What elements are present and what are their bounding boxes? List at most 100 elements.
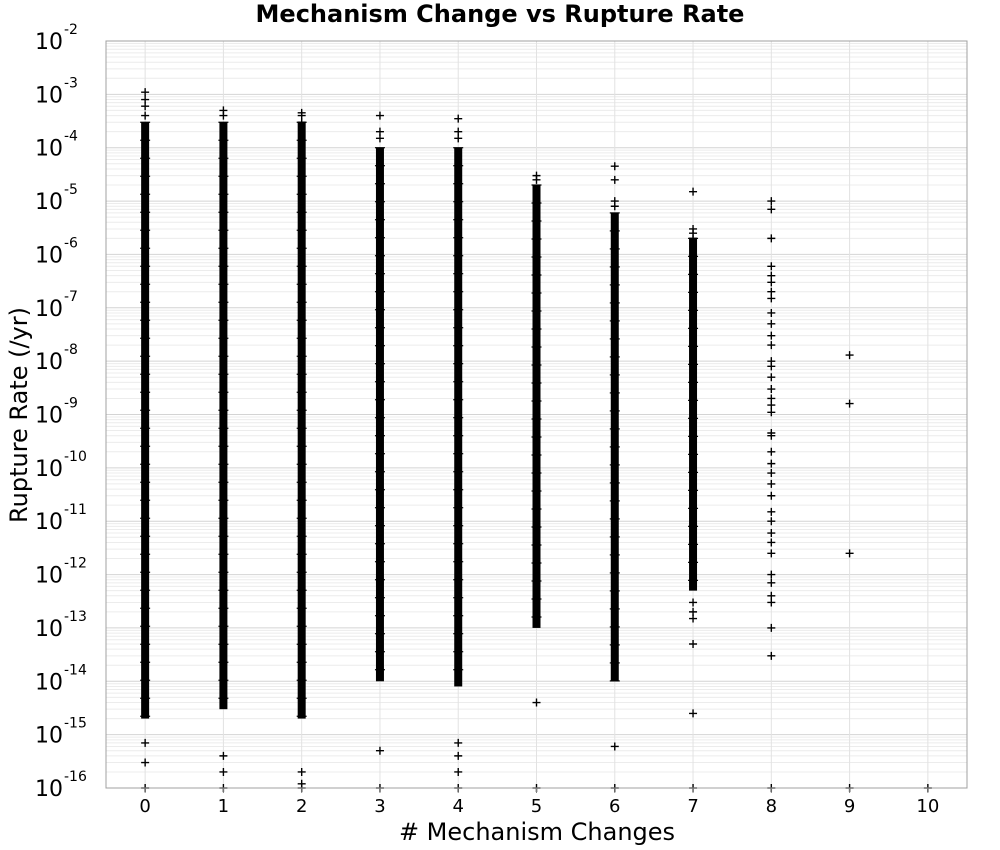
data-point: [767, 319, 776, 328]
data-point: [141, 738, 150, 747]
data-point: [767, 205, 776, 214]
data-point: [767, 234, 776, 243]
data-point: [767, 331, 776, 340]
y-tick-base: 10: [35, 457, 63, 482]
y-tick-label: 10 -4: [35, 129, 78, 162]
y-tick-exponent: -8: [64, 342, 78, 358]
data-point: [141, 88, 150, 97]
y-tick-base: 10: [35, 404, 63, 429]
data-point: [767, 373, 776, 382]
y-tick-label: 10 -15: [35, 716, 87, 749]
data-point: [297, 118, 306, 127]
data-point: [689, 614, 698, 623]
y-tick-label: 10 -2: [35, 22, 78, 55]
x-tick-label: 5: [531, 796, 542, 817]
data-point: [689, 234, 698, 243]
y-tick-exponent: -4: [64, 129, 78, 145]
data-point: [767, 623, 776, 632]
data-point: [767, 447, 776, 456]
x-tick-label: 6: [609, 796, 620, 817]
data-point: [297, 767, 306, 776]
x-axis-ticks: 0 1 2 3 4 5 6 7 8 9 10: [139, 788, 939, 817]
data-point: [141, 111, 150, 120]
dense-point-cluster: [532, 185, 541, 628]
y-tick-label: 10 -16: [35, 769, 87, 802]
data-point: [767, 578, 776, 587]
y-tick-exponent: -16: [64, 769, 87, 785]
x-tick-label: 9: [844, 796, 855, 817]
dense-point-cluster: [219, 122, 228, 710]
y-tick-label: 10 -7: [35, 289, 78, 322]
x-tick-label: 10: [916, 796, 939, 817]
data-point: [141, 102, 150, 111]
data-point: [767, 271, 776, 280]
data-point: [454, 134, 463, 143]
y-tick-exponent: -2: [64, 22, 78, 38]
y-tick-base: 10: [35, 724, 63, 749]
data-point: [767, 385, 776, 394]
y-tick-label: 10 -12: [35, 556, 87, 589]
data-point: [610, 202, 619, 211]
data-point: [845, 399, 854, 408]
data-point: [375, 111, 384, 120]
y-tick-exponent: -6: [64, 235, 78, 251]
data-point: [767, 469, 776, 478]
y-tick-label: 10 -11: [35, 502, 87, 535]
y-tick-base: 10: [35, 297, 63, 322]
data-point: [767, 570, 776, 579]
y-axis-title: Rupture Rate (/yr): [5, 307, 33, 523]
data-point: [767, 294, 776, 303]
data-point: [219, 767, 228, 776]
data-point: [454, 114, 463, 123]
data-point: [689, 598, 698, 607]
data-point: [767, 408, 776, 417]
y-tick-label: 10 -8: [35, 342, 78, 375]
data-point: [454, 767, 463, 776]
data-point: [219, 751, 228, 760]
dense-point-cluster: [689, 238, 698, 591]
y-tick-base: 10: [35, 83, 63, 108]
data-point: [767, 308, 776, 317]
y-tick-base: 10: [35, 510, 63, 535]
x-tick-label: 1: [218, 796, 229, 817]
data-point: [767, 491, 776, 500]
y-tick-exponent: -12: [64, 556, 87, 572]
y-tick-base: 10: [35, 137, 63, 162]
y-tick-base: 10: [35, 670, 63, 695]
y-tick-exponent: -10: [64, 449, 87, 465]
data-point: [141, 758, 150, 767]
data-point: [454, 751, 463, 760]
data-point: [767, 479, 776, 488]
data-point: [767, 651, 776, 660]
y-tick-exponent: -3: [64, 75, 78, 91]
data-point: [767, 517, 776, 526]
x-axis-title: # Mechanism Changes: [399, 818, 675, 846]
y-tick-base: 10: [35, 190, 63, 215]
y-tick-exponent: -14: [64, 662, 87, 678]
x-tick-label: 0: [139, 796, 150, 817]
chart-title: Mechanism Change vs Rupture Rate: [256, 0, 745, 28]
y-tick-base: 10: [35, 30, 63, 55]
data-point: [767, 362, 776, 371]
data-point: [610, 742, 619, 751]
y-tick-label: 10 -6: [35, 235, 78, 268]
data-point: [532, 175, 541, 184]
y-tick-exponent: -7: [64, 289, 78, 305]
y-tick-base: 10: [35, 777, 63, 802]
data-point: [767, 341, 776, 350]
y-tick-label: 10 -3: [35, 75, 78, 108]
data-point: [689, 709, 698, 718]
data-point: [610, 162, 619, 171]
data-point: [767, 591, 776, 600]
y-tick-base: 10: [35, 243, 63, 268]
y-tick-label: 10 -9: [35, 396, 78, 429]
data-point: [610, 175, 619, 184]
data-point: [689, 607, 698, 616]
x-tick-label: 4: [453, 796, 464, 817]
data-point: [454, 738, 463, 747]
data-point: [767, 529, 776, 538]
data-points: [140, 88, 932, 792]
data-point: [767, 197, 776, 206]
x-tick-label: 2: [296, 796, 307, 817]
